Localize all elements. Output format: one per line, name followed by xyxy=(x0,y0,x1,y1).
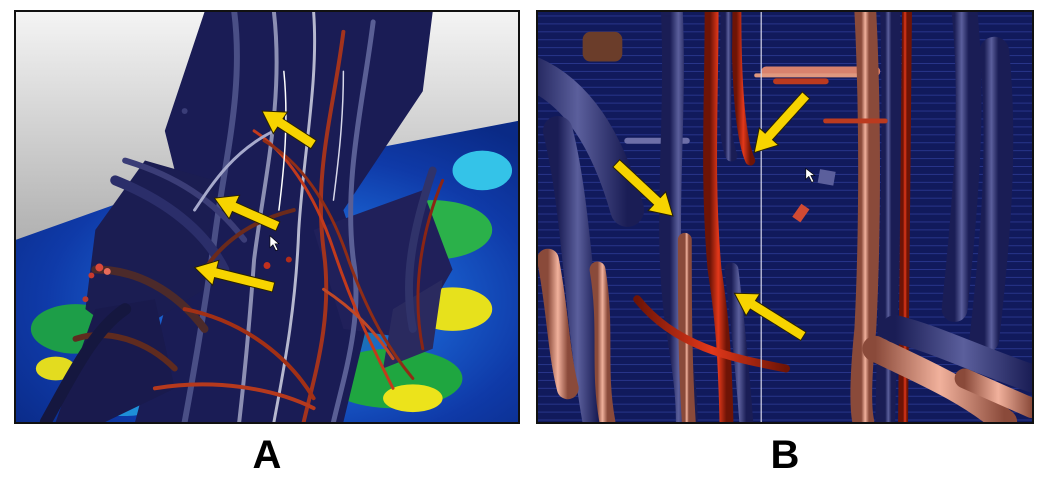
fiber-segments xyxy=(582,31,836,223)
panel-b-label: B xyxy=(770,433,800,477)
arrow-icons xyxy=(193,110,318,293)
panel-a-image xyxy=(14,10,520,424)
panel-a-render xyxy=(16,12,518,422)
fiber-tubes xyxy=(538,12,1032,422)
panel-a-label: A xyxy=(252,433,282,477)
arrow-icon xyxy=(753,91,811,154)
arrow-icon xyxy=(261,110,318,150)
mouse-cursor-icon xyxy=(805,167,816,183)
arrow-icon xyxy=(193,259,276,293)
arrow-icon xyxy=(612,159,674,217)
panel-b-image xyxy=(536,10,1034,424)
arrow-icons xyxy=(612,91,811,342)
mouse-cursor-icon xyxy=(269,235,280,252)
fiber-strands xyxy=(39,12,445,422)
arrow-icon xyxy=(213,194,281,232)
panel-b-render xyxy=(538,12,1032,422)
arrow-icon xyxy=(733,292,807,342)
fiber-endpoints xyxy=(82,108,292,303)
